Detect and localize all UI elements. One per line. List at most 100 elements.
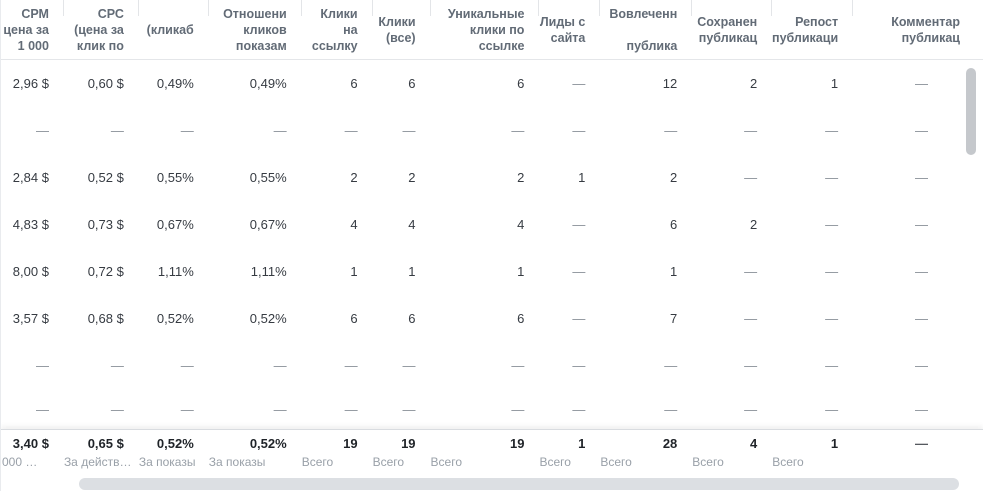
total-click-to-impression-ratio: 0,52% За показы [208, 436, 301, 491]
cell-cpm: 4,83 $ [12, 217, 49, 232]
column-header-ctr[interactable]: (кликаб [137, 0, 208, 59]
cell-cpm: 2,84 $ [12, 170, 49, 185]
cell-cpc: 0,72 $ [87, 264, 124, 279]
cell-click-to-impression-ratio: — [273, 358, 287, 373]
cell-unique-link-clicks: 1 [517, 264, 525, 279]
cell-unique-link-clicks: 2 [517, 170, 525, 185]
cell-clicks-all: 1 [408, 264, 416, 279]
cell-site-leads: — [572, 311, 586, 326]
cell-site-leads: 1 [578, 170, 586, 185]
cell-click-to-impression-ratio: 0,55% [249, 170, 287, 185]
cell-link-clicks: 6 [350, 76, 358, 91]
cell-post-shares: — [825, 170, 839, 185]
total-clicks-all: 19 Всего [372, 436, 430, 491]
total-cpm: 3,40 $ 000 … [1, 436, 63, 491]
cell-site-leads: — [572, 264, 586, 279]
total-aggregation-label: Всего [430, 455, 463, 469]
column-header-label: Клики (все) [378, 14, 416, 45]
total-aggregation-label: Всего [772, 455, 804, 469]
horizontal-scrollbar-thumb[interactable] [79, 478, 959, 490]
cell-post-comments: — [914, 311, 928, 326]
cell-post-saves: — [744, 264, 758, 279]
column-header-label: Отношени кликов показам [223, 6, 287, 53]
column-header-post-saves[interactable]: Сохранен публикац [691, 0, 771, 59]
total-aggregation-label: За показы [208, 455, 266, 469]
column-header-label: Вовлеченн публика [609, 6, 678, 53]
table-row: — — — — — — — — — — — — [1, 107, 983, 154]
cell-post-comments: — [914, 217, 928, 232]
cell-cpm: 2,96 $ [12, 76, 49, 91]
cell-ctr: 0,55% [156, 170, 194, 185]
column-header-post-shares[interactable]: Репост публикаци [771, 0, 852, 59]
column-header-cpm[interactable]: СРМ цена за 1 000 [1, 0, 63, 59]
cell-cpc: 0,73 $ [87, 217, 124, 232]
table-row: 2,84 $ 0,52 $ 0,55% 0,55% 2 2 2 1 2 — — — [1, 154, 983, 201]
cell-post-shares: — [825, 358, 839, 373]
cell-link-clicks: — [344, 123, 358, 138]
column-header-clicks-all[interactable]: Клики (все) [371, 0, 430, 59]
cell-post-comments: — [914, 170, 928, 185]
column-header-label: Лиды с сайта [539, 14, 586, 45]
table-row: 4,83 $ 0,73 $ 0,67% 0,67% 4 4 4 — 6 2 — — [1, 201, 983, 248]
column-header-cpc[interactable]: СРС (цена за клик по [62, 0, 138, 59]
cell-post-engagement: 12 [662, 76, 678, 91]
cell-cpm: 3,57 $ [12, 311, 49, 326]
column-header-label: СРМ цена за 1 000 [3, 6, 49, 53]
total-unique-link-clicks: 19 Всего [430, 436, 539, 491]
cell-ctr: 0,67% [156, 217, 194, 232]
total-aggregation-label: Всего [301, 455, 334, 469]
table-header: СРМ цена за 1 000 СРС (цена за клик по (кл… [1, 0, 983, 60]
cell-post-saves: — [744, 401, 758, 417]
total-value: 1 [578, 436, 586, 451]
cell-click-to-impression-ratio: 1,11% [250, 264, 287, 279]
total-value: 1 [830, 436, 839, 451]
column-header-post-comments[interactable]: Комментар публикац [852, 0, 983, 59]
total-aggregation-label: Всего [539, 455, 571, 469]
total-value: 0,52% [249, 436, 287, 451]
cell-unique-link-clicks: — [511, 123, 525, 138]
total-aggregation-label: За показы [138, 455, 196, 469]
cell-post-comments: — [914, 123, 928, 138]
total-value: 4 [749, 436, 758, 451]
total-post-shares: 1 Всего [771, 436, 852, 491]
cell-post-engagement: — [664, 123, 678, 138]
cell-post-saves: — [744, 170, 758, 185]
cell-post-shares: — [825, 217, 839, 232]
table-body: 2,96 $0,60 $0,49% 0,49% 6 6 6—12 2 1— — — — — — — — — —… [1, 60, 983, 429]
column-header-label: Репост публикаци [772, 14, 839, 45]
total-value: 19 [509, 436, 525, 451]
cell-cpc: 0,52 $ [87, 170, 124, 185]
total-cpc: 0,65 $ За действ… [63, 436, 138, 491]
vertical-scrollbar-thumb[interactable] [966, 68, 976, 155]
cell-post-engagement: 2 [670, 170, 678, 185]
cell-click-to-impression-ratio: — [273, 123, 287, 138]
total-value: 19 [401, 436, 416, 451]
cell-cpc: 0,60 $ [87, 76, 124, 91]
column-header-post-engagement[interactable]: Вовлеченн публика [599, 0, 691, 59]
cell-link-clicks: 4 [350, 217, 358, 232]
table-row: 3,57 $ 0,68 $ 0,52% 0,52% 6 6 6 — 7 — — — [1, 295, 983, 342]
column-header-site-leads[interactable]: Лиды с сайта [538, 0, 599, 59]
total-post-engagement: 28 Всего [599, 436, 691, 491]
cell-post-comments: — [914, 401, 928, 417]
cell-post-saves: — [744, 358, 758, 373]
cell-post-comments: — [914, 76, 928, 91]
cell-site-leads: — [572, 123, 586, 138]
cell-post-engagement: 1 [670, 264, 678, 279]
cell-site-leads: — [572, 76, 586, 91]
cell-cpm: — [35, 401, 49, 417]
cell-cpc: — [110, 123, 124, 138]
column-header-link-clicks[interactable]: Клики на ссылку [300, 0, 372, 59]
cell-link-clicks: 2 [350, 170, 358, 185]
cell-link-clicks: — [344, 358, 358, 373]
column-header-unique-link-clicks[interactable]: Уникальные клики по ссылке [429, 0, 539, 59]
total-post-saves: 4 Всего [691, 436, 771, 491]
column-header-click-to-impression-ratio[interactable]: Отношени кликов показам [207, 0, 301, 59]
cell-ctr: — [180, 401, 194, 417]
cell-link-clicks: — [344, 401, 358, 417]
total-value: 28 [662, 436, 678, 451]
cell-post-shares: — [825, 311, 839, 326]
total-aggregation-label: 000 … [2, 455, 38, 469]
total-value: 3,40 $ [12, 436, 49, 451]
